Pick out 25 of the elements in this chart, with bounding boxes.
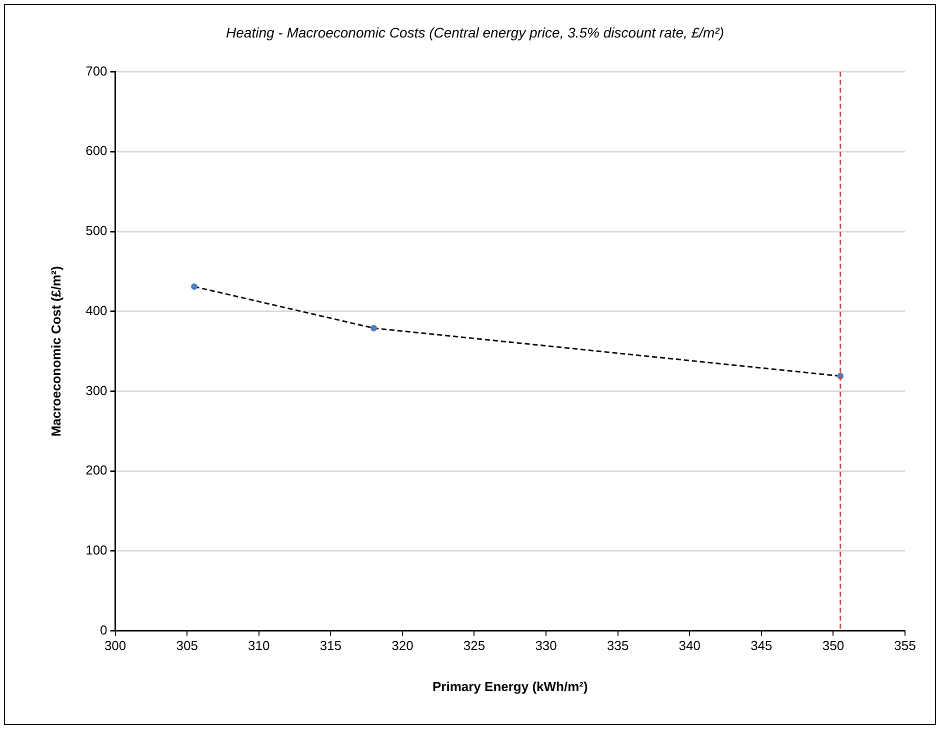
x-tick-label: 310 — [248, 638, 270, 654]
y-tick-label: 300 — [86, 382, 108, 398]
point — [191, 283, 198, 290]
y-tick-label: 100 — [86, 542, 108, 558]
x-axis-title: Primary Energy (kWh/m²) — [432, 678, 588, 694]
chart-title: Heating - Macroeconomic Costs (Central energy price, 3.5% discount rate, £/m²) — [226, 24, 724, 40]
x-tick-label: 320 — [392, 638, 414, 654]
y-tick-label: 0 — [100, 622, 108, 638]
y-tick-label: 500 — [86, 223, 108, 238]
x-tick-label: 335 — [606, 638, 629, 654]
y-tick-label: 700 — [86, 63, 108, 78]
y-axis-title: Macroeconomic Cost (£/m²) — [48, 266, 64, 437]
x-tick-label: 305 — [176, 638, 198, 654]
x-tick-label: 315 — [320, 638, 342, 654]
y-tick-label: 600 — [86, 143, 108, 158]
point — [370, 324, 377, 332]
x-tick-label: 325 — [463, 638, 486, 654]
y-tick-label: 200 — [86, 462, 108, 478]
x-tick-label: 350 — [822, 638, 844, 654]
y-tick-label: 400 — [86, 302, 108, 318]
x-tick-label: 340 — [678, 638, 700, 654]
x-tick-label: 300 — [104, 638, 126, 654]
x-tick-label: 355 — [894, 638, 916, 654]
x-tick-label: 330 — [535, 638, 557, 654]
x-tick-label: 345 — [750, 638, 772, 654]
